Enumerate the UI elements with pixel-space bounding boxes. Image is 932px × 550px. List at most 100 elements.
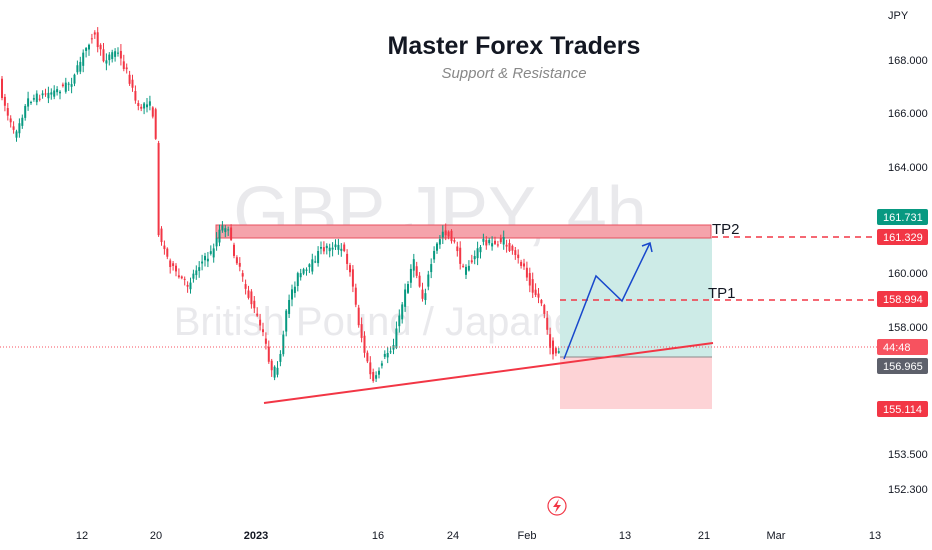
- candle-body: [328, 247, 331, 252]
- candle-body: [102, 49, 105, 62]
- candle-body: [166, 248, 169, 257]
- candle-body: [366, 352, 369, 362]
- candle-body: [131, 79, 134, 88]
- tp1-label: TP1: [708, 285, 736, 302]
- candle-body: [540, 300, 543, 304]
- x-axis[interactable]: 12 20 2023 16 24 Feb 13 21 Mar 13: [76, 530, 881, 542]
- candle-body: [230, 227, 233, 240]
- candle-body: [476, 248, 479, 259]
- candle-body: [157, 143, 160, 236]
- candle-body: [93, 32, 96, 35]
- candle-body: [50, 92, 53, 95]
- x-tick-label: 13: [619, 530, 631, 542]
- candle-body: [56, 89, 59, 93]
- candle-body: [192, 273, 195, 279]
- candle-body: [514, 250, 517, 255]
- candle-body: [383, 353, 386, 357]
- candle-body: [450, 230, 453, 242]
- candle-body: [180, 276, 183, 279]
- candle-body: [436, 243, 438, 251]
- candle-body: [105, 60, 108, 64]
- candle-body: [6, 108, 9, 116]
- candle-body: [67, 83, 70, 85]
- candle-body: [137, 103, 140, 107]
- candle-body: [90, 38, 93, 40]
- price-tag-box: [877, 209, 928, 225]
- candle-body: [267, 346, 270, 362]
- candle-body: [293, 286, 296, 293]
- candle-body: [317, 250, 320, 264]
- candle-body: [418, 275, 421, 287]
- price-tags: 161.731 161.329 158.994 44:48 156.965 155.114: [877, 209, 928, 417]
- resistance-zone: [215, 224, 712, 239]
- candle-body: [276, 367, 279, 375]
- candle-body: [221, 225, 224, 231]
- candle-body: [360, 324, 363, 338]
- candle-body: [554, 348, 557, 354]
- candle-body: [262, 329, 264, 333]
- candle-body: [421, 289, 424, 299]
- candle-body: [543, 305, 546, 314]
- candle-body: [18, 123, 21, 134]
- candle-body: [459, 247, 462, 264]
- candle-body: [201, 261, 204, 264]
- candle-body: [218, 229, 221, 243]
- candle-body: [494, 240, 496, 244]
- candle-body: [430, 264, 433, 273]
- candle-body: [511, 245, 514, 251]
- x-tick-label: Feb: [518, 530, 537, 542]
- candle-body: [44, 93, 47, 95]
- candle-body: [209, 251, 212, 254]
- candle-body: [244, 284, 247, 289]
- candle-body: [340, 248, 343, 251]
- candle-body: [424, 293, 427, 301]
- candle-body: [238, 262, 241, 267]
- candle-body: [343, 244, 346, 251]
- candle-body: [485, 239, 488, 246]
- candle-body: [21, 117, 24, 126]
- candle-body: [401, 304, 404, 320]
- candle-body: [320, 247, 322, 249]
- candle-body: [198, 267, 201, 271]
- y-axis[interactable]: 168.000166.000164.000162.000160.000158.0…: [888, 55, 928, 496]
- candle-body: [305, 269, 308, 271]
- candle-body: [12, 126, 15, 130]
- candle-body: [502, 237, 505, 245]
- support-trendline: [263, 342, 714, 404]
- candle-body: [531, 279, 534, 293]
- x-tick-label: Mar: [767, 530, 786, 542]
- x-tick-label: 21: [698, 530, 710, 542]
- x-tick-label: 13: [869, 530, 881, 542]
- candle-body: [447, 231, 450, 237]
- y-tick-label: 160.000: [888, 268, 928, 280]
- candle-body: [253, 300, 256, 309]
- candle-body: [64, 82, 67, 92]
- candle-body: [288, 299, 291, 314]
- candle-body: [247, 290, 250, 298]
- candle-body: [378, 370, 380, 375]
- candle-body: [549, 334, 552, 348]
- candle-body: [525, 267, 528, 278]
- candle-body: [354, 287, 357, 305]
- profit-zone: [560, 237, 712, 357]
- candle-body: [88, 44, 90, 50]
- candle-body: [108, 54, 111, 61]
- candle-body: [409, 268, 412, 283]
- price-tag-label: 161.329: [883, 232, 923, 244]
- projection-path: [563, 242, 651, 360]
- candle-body: [375, 375, 378, 379]
- candle-body: [369, 362, 372, 375]
- candle-body: [186, 284, 189, 287]
- price-tag-label: 158.994: [883, 294, 923, 306]
- candle-body: [1, 78, 3, 98]
- candle-body: [154, 109, 157, 139]
- candle-body: [212, 248, 215, 258]
- candle-body: [111, 52, 114, 60]
- candle-body: [148, 101, 151, 106]
- candle-body: [82, 52, 85, 66]
- candle-body: [35, 93, 38, 103]
- candle-body: [441, 231, 444, 238]
- price-tag-box: [877, 401, 928, 417]
- candle-body: [291, 289, 293, 300]
